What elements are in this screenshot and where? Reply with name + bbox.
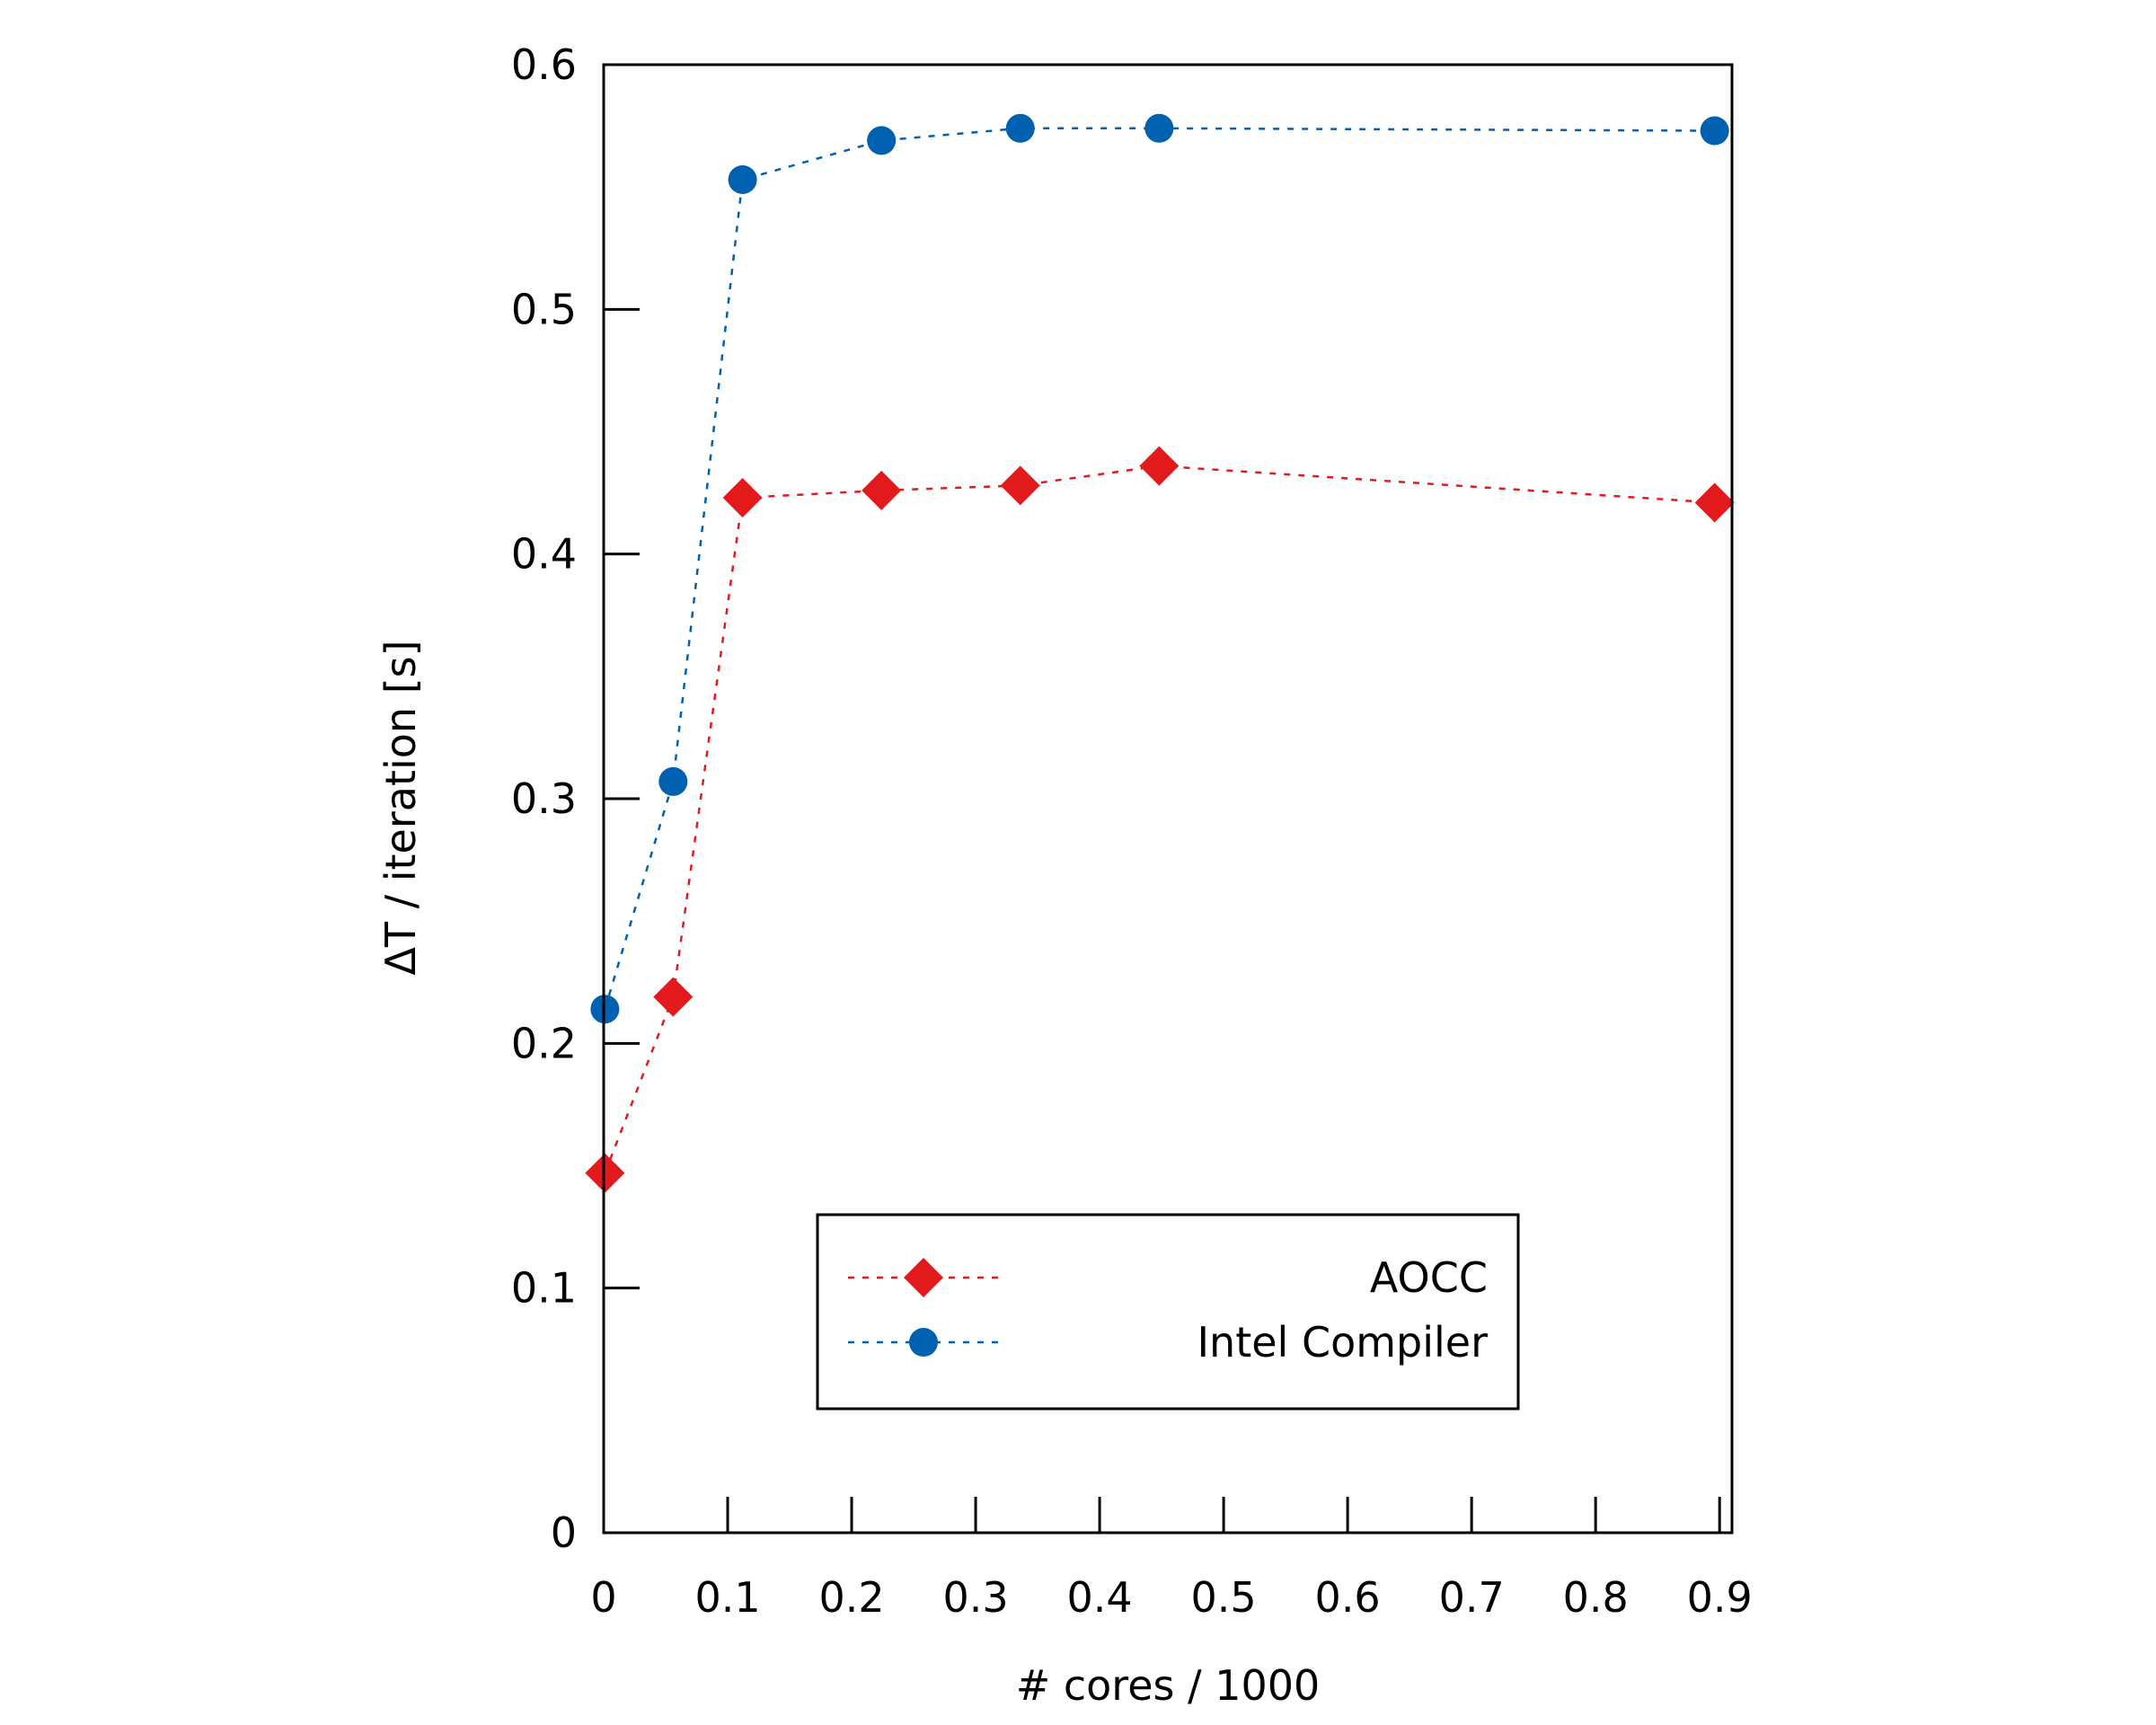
legend-marker bbox=[909, 1328, 938, 1357]
y-axis-title: ΔT / iteration [s] bbox=[376, 640, 425, 975]
series-line-diamond bbox=[604, 464, 1715, 1174]
y-tick-label: 0.5 bbox=[511, 285, 577, 333]
data-point-circle bbox=[1005, 113, 1035, 143]
data-point-diamond bbox=[722, 478, 763, 518]
legend-label: Intel Compiler bbox=[1197, 1318, 1488, 1367]
legend: AOCC Intel Compiler bbox=[816, 1213, 1520, 1411]
x-tick-label: 0.8 bbox=[1563, 1573, 1629, 1622]
data-point-diamond bbox=[1000, 465, 1040, 506]
y-tick-label: 0.6 bbox=[511, 40, 577, 89]
y-tick-label: 0 bbox=[551, 1508, 577, 1557]
x-tick-label: 0.2 bbox=[818, 1573, 884, 1622]
legend-box bbox=[816, 1213, 1520, 1411]
x-axis-ticks: 0 0.1 0.2 0.3 0.4 0.5 0.6 0.7 0.8 0.9 bbox=[590, 1497, 1753, 1622]
x-tick-label: 0.5 bbox=[1191, 1573, 1257, 1622]
x-tick-label: 0.4 bbox=[1067, 1573, 1133, 1622]
y-tick-label: 0.2 bbox=[511, 1019, 577, 1067]
data-point-circle bbox=[728, 164, 757, 194]
x-tick-label: 0.3 bbox=[942, 1573, 1008, 1622]
x-axis-title: # cores / 1000 bbox=[1016, 1661, 1321, 1710]
data-point-diamond bbox=[653, 977, 694, 1017]
data-point-diamond bbox=[1694, 482, 1735, 523]
y-axis-ticks: 0 0.1 0.2 0.3 0.4 0.5 0.6 bbox=[511, 40, 640, 1557]
plot-frame bbox=[602, 63, 1734, 1535]
data-point-circle bbox=[867, 126, 897, 155]
x-tick-label: 0.7 bbox=[1439, 1573, 1505, 1622]
series-line-circle bbox=[604, 127, 1715, 1010]
x-tick-label: 0.1 bbox=[694, 1573, 760, 1622]
data-point-diamond bbox=[862, 470, 902, 510]
data-point-circle bbox=[658, 766, 688, 796]
x-tick-label: 0 bbox=[590, 1573, 616, 1622]
x-tick-label: 0.9 bbox=[1687, 1573, 1753, 1622]
legend-marker bbox=[904, 1258, 943, 1297]
data-point-circle bbox=[1144, 113, 1174, 143]
legend-label: AOCC bbox=[1370, 1253, 1488, 1302]
y-tick-label: 0.3 bbox=[511, 774, 577, 823]
y-tick-label: 0.1 bbox=[511, 1264, 577, 1313]
x-tick-label: 0.6 bbox=[1315, 1573, 1381, 1622]
data-point-diamond bbox=[1139, 446, 1180, 486]
data-point-circle bbox=[1700, 116, 1729, 146]
series-group bbox=[585, 113, 1735, 1193]
y-tick-label: 0.4 bbox=[511, 530, 577, 579]
